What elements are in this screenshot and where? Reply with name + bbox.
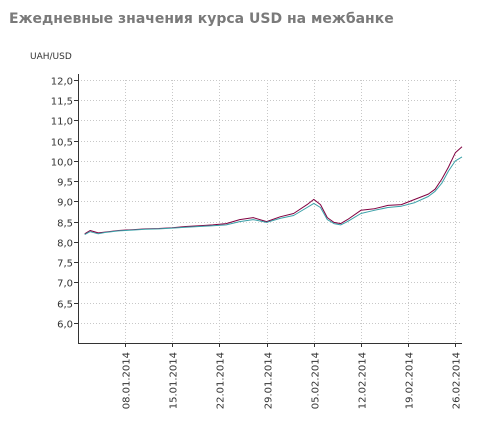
x-tick-label: 22.01.2014 — [216, 352, 227, 409]
x-tick-label: 29.01.2014 — [264, 352, 275, 409]
x-tick-labels: 08.01.2014 15.01.2014 22.01.2014 29.01.2014… — [122, 352, 463, 409]
y-tick-label: 8,5 — [57, 219, 73, 230]
x-tick-label: 12.02.2014 — [358, 352, 369, 409]
y-tick-label: 6,0 — [57, 320, 73, 331]
y-tick-label: 10,5 — [51, 138, 73, 149]
y-tick-label: 11,5 — [51, 97, 73, 108]
grid-lines — [78, 80, 462, 343]
y-tick-label: 8,0 — [57, 239, 73, 250]
y-tick-labels: 6,0 6,5 7,0 7,5 8,0 8,5 9,0 9,5 10,0 10,5 11,0 11,5… — [51, 77, 73, 331]
x-tick-label: 19.02.2014 — [405, 352, 416, 409]
y-tick-label: 7,5 — [57, 259, 73, 270]
y-tick-label: 12,0 — [51, 77, 73, 88]
axes — [74, 74, 462, 347]
x-tick-label: 05.02.2014 — [311, 352, 322, 409]
y-tick-label: 6,5 — [57, 300, 73, 311]
series-line-2 — [84, 156, 463, 236]
chart-title: Ежедневные значения курса USD на межбанк… — [9, 11, 394, 27]
y-tick-label: 11,0 — [51, 117, 73, 128]
x-tick-label: 26.02.2014 — [452, 352, 463, 409]
x-tick-label: 08.01.2014 — [122, 352, 133, 409]
y-tick-label: 10,0 — [51, 158, 73, 169]
x-tick-label: 15.01.2014 — [169, 352, 180, 409]
y-tick-label: 7,0 — [57, 279, 73, 290]
y-tick-label: 9,0 — [57, 198, 73, 209]
y-tick-label: 9,5 — [57, 178, 73, 189]
y-axis-label: UAH/USD — [30, 52, 72, 62]
series-lines — [84, 146, 463, 236]
